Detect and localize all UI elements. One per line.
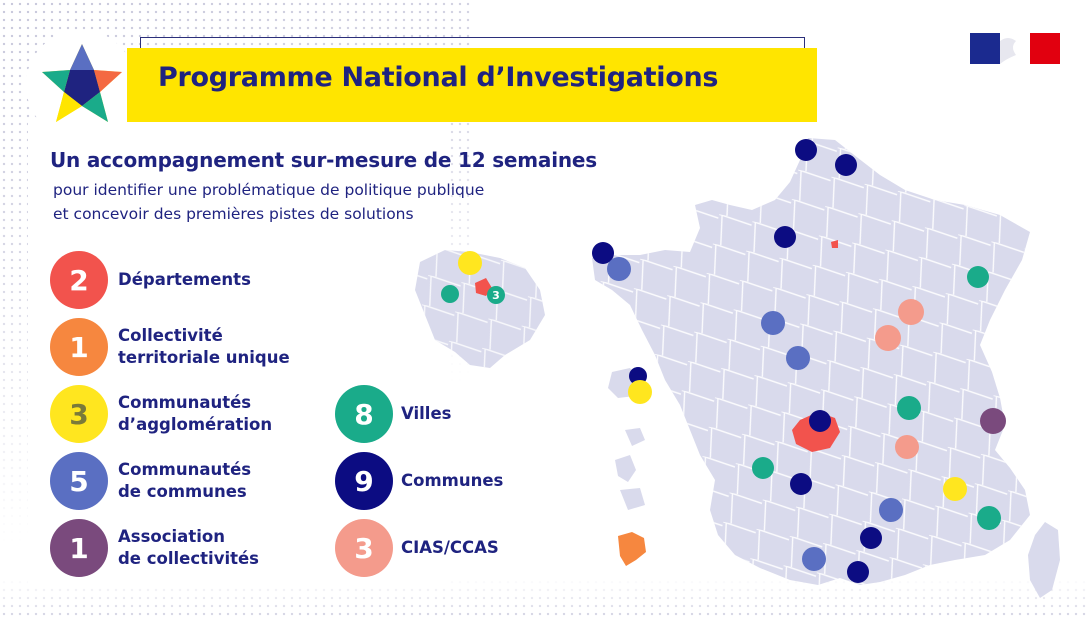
legend-count-badge: 5 bbox=[50, 452, 108, 510]
title-banner bbox=[127, 48, 817, 122]
map-marker bbox=[441, 285, 459, 303]
map-marker bbox=[790, 473, 812, 495]
intro-description: pour identifier une problématique de pol… bbox=[53, 178, 484, 226]
map-marker bbox=[897, 396, 921, 420]
map-marker bbox=[895, 435, 919, 459]
legend-count-badge: 2 bbox=[50, 251, 108, 309]
legend-label-line: d’agglomération bbox=[118, 415, 273, 434]
map-marker bbox=[943, 477, 967, 501]
map-marker bbox=[802, 547, 826, 571]
legend-label-line: Communes bbox=[401, 471, 504, 490]
legend-label-line: Départements bbox=[118, 270, 251, 289]
map-marker bbox=[458, 251, 482, 275]
ile-de-france-inset bbox=[415, 250, 545, 368]
map-marker bbox=[795, 139, 817, 161]
intro-line-1: pour identifier une problématique de pol… bbox=[53, 181, 485, 199]
map-marker bbox=[809, 410, 831, 432]
legend-label: Communautés de communes bbox=[118, 459, 251, 503]
legend-item-communes: 9 Communes bbox=[335, 452, 503, 510]
legend-label-line: territoriale unique bbox=[118, 348, 290, 367]
map-marker bbox=[607, 257, 631, 281]
legend-count-badge: 3 bbox=[50, 385, 108, 443]
republique-francaise-logo bbox=[970, 33, 1060, 64]
legend-count-badge: 3 bbox=[335, 519, 393, 577]
legend-label: Communautés d’agglomération bbox=[118, 392, 272, 436]
legend-count-badge: 1 bbox=[50, 318, 108, 376]
legend-label: Collectivité territoriale unique bbox=[118, 325, 290, 369]
map-marker bbox=[774, 226, 796, 248]
map-marker bbox=[761, 311, 785, 335]
idf-inset-marker-label: 3 bbox=[492, 289, 500, 302]
map-marker bbox=[879, 498, 903, 522]
map-marker bbox=[752, 457, 774, 479]
legend-label-line: de collectivités bbox=[118, 549, 259, 568]
legend-label-line: Villes bbox=[401, 404, 452, 423]
map-marker bbox=[967, 266, 989, 288]
legend-item-villes: 8 Villes bbox=[335, 385, 451, 443]
legend-count-badge: 9 bbox=[335, 452, 393, 510]
logo-star-icon bbox=[42, 44, 122, 122]
map-marker bbox=[786, 346, 810, 370]
corsica bbox=[1028, 522, 1060, 598]
overseas-territory-orange bbox=[618, 532, 646, 566]
small-red-area bbox=[831, 240, 838, 248]
map-marker bbox=[860, 527, 882, 549]
map-marker bbox=[875, 325, 901, 351]
page-title: Programme National d’Investigations bbox=[158, 62, 719, 93]
legend-item-association: 1 Association de collectivités bbox=[50, 519, 259, 577]
legend-item-communautes-communes: 5 Communautés de communes bbox=[50, 452, 251, 510]
legend-label: Villes bbox=[401, 403, 451, 425]
legend-label: CIAS/CCAS bbox=[401, 537, 499, 559]
map-marker bbox=[898, 299, 924, 325]
map-marker bbox=[628, 380, 652, 404]
legend-label: Départements bbox=[118, 269, 251, 291]
legend-item-departements: 2 Départements bbox=[50, 251, 251, 309]
map-marker bbox=[847, 561, 869, 583]
legend-label-line: de communes bbox=[118, 482, 247, 501]
legend-label-line: Communautés bbox=[118, 460, 252, 479]
legend-item-collectivite-territoriale: 1 Collectivité territoriale unique bbox=[50, 318, 290, 376]
legend-label-line: Communautés bbox=[118, 393, 252, 412]
mainland-france bbox=[592, 138, 1030, 585]
legend-label: Association de collectivités bbox=[118, 526, 259, 570]
map-marker bbox=[977, 506, 1001, 530]
legend-label-line: Association bbox=[118, 527, 225, 546]
legend-item-cias-ccas: 3 CIAS/CCAS bbox=[335, 519, 499, 577]
intro-line-2: et concevoir des premières pistes de sol… bbox=[53, 205, 414, 223]
legend-label: Communes bbox=[401, 470, 503, 492]
map-marker bbox=[487, 286, 505, 304]
map-marker bbox=[980, 408, 1006, 434]
legend-label-line: CIAS/CCAS bbox=[401, 538, 499, 557]
legend-count-badge: 1 bbox=[50, 519, 108, 577]
map-marker bbox=[835, 154, 857, 176]
legend-label-line: Collectivité bbox=[118, 326, 223, 345]
legend-item-communautes-agglomeration: 3 Communautés d’agglomération bbox=[50, 385, 272, 443]
map-marker bbox=[592, 242, 614, 264]
intro-headline: Un accompagnement sur-mesure de 12 semai… bbox=[50, 148, 597, 172]
legend-count-badge: 8 bbox=[335, 385, 393, 443]
